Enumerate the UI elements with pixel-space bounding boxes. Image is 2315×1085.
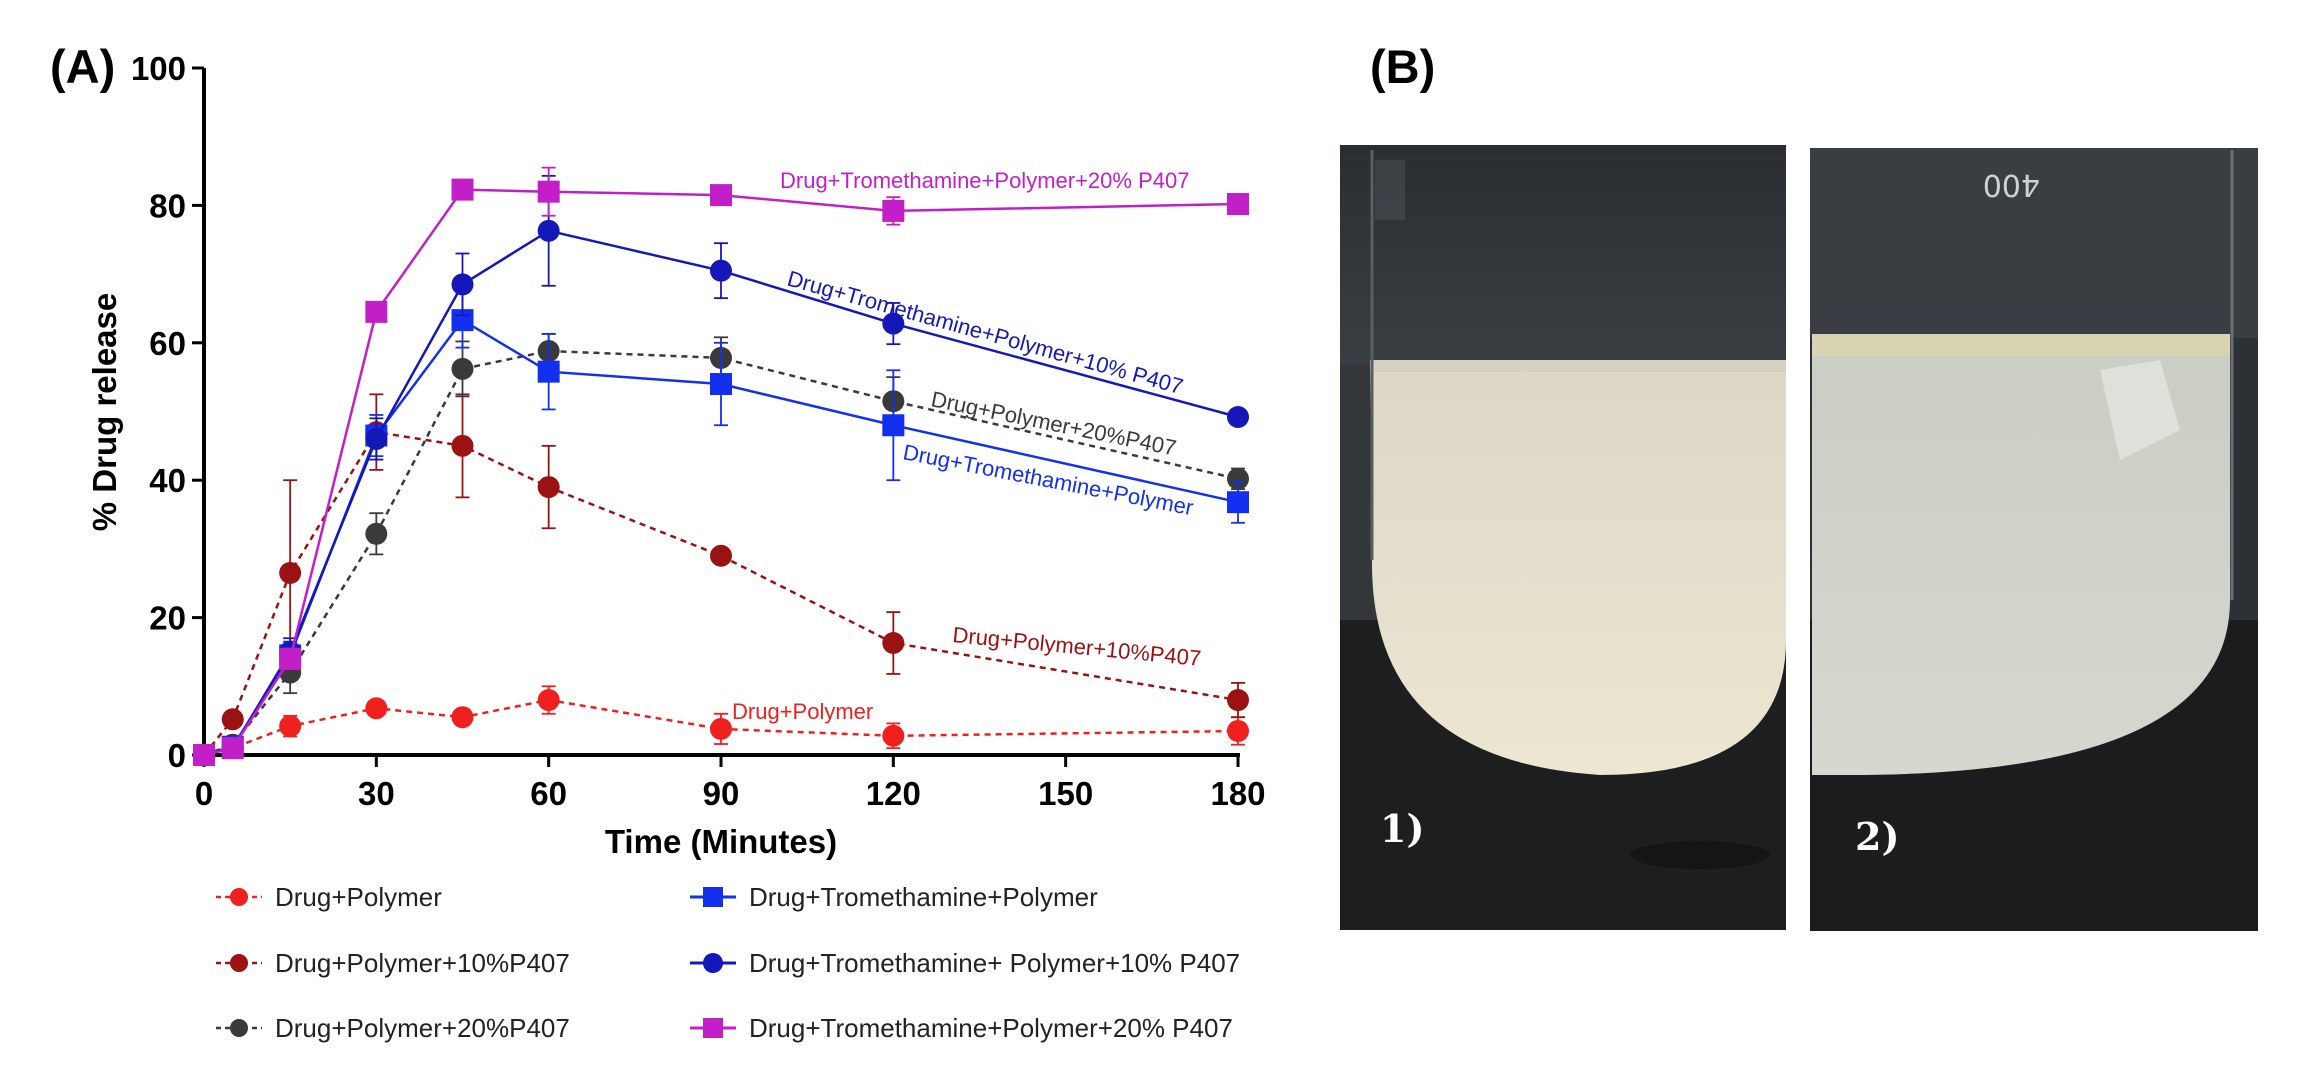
data-point (451, 706, 474, 729)
series-labels: Drug+Tromethamine+Polymer+20% P407 Drug+… (732, 168, 1202, 724)
legend-label: Drug+Polymer (275, 882, 442, 912)
data-point (193, 744, 215, 766)
data-point (710, 717, 732, 740)
data-point (882, 312, 905, 335)
legend-item-tromethamine-polymer: Drug+Tromethamine+Polymer (690, 882, 1098, 912)
legend-marker (230, 1019, 248, 1037)
x-tick-label: 180 (1210, 775, 1265, 812)
data-point (882, 414, 905, 437)
label-tromethamine-polymer-10-p407: Drug+Tromethamine+Polymer+10% P407 (785, 266, 1186, 400)
legend-item-drug-polymer-20-p407: Drug+Polymer+20%P407 (216, 1013, 570, 1043)
photo-1-label: 1) (1380, 806, 1424, 851)
data-point (882, 632, 905, 655)
legend-item-tromethamine-polymer-20-p407: Drug+Tromethamine+Polymer+20% P407 (690, 1013, 1233, 1043)
photo-2: 400 2) (1810, 148, 2258, 931)
panel-b-label: (B) (1370, 40, 1435, 93)
data-point (710, 544, 732, 567)
y-tick-label: 0 (168, 737, 186, 774)
y-tick-label: 60 (149, 325, 186, 362)
data-point (279, 715, 302, 738)
series-5 (193, 166, 1249, 766)
legend-marker (703, 953, 723, 973)
data-point (1227, 467, 1249, 490)
data-point (365, 300, 388, 323)
x-tick-label: 0 (195, 775, 213, 812)
data-point (451, 357, 474, 380)
legend-item-drug-polymer: Drug+Polymer (216, 882, 442, 912)
y-ticks: 0 20 40 60 80 100 (131, 50, 204, 774)
data-point (1227, 405, 1249, 428)
legend-marker (703, 1018, 723, 1038)
data-point (365, 522, 388, 545)
data-point (1227, 689, 1249, 712)
legend-item-tromethamine-polymer-10-p407: Drug+Tromethamine+ Polymer+10% P407 (690, 948, 1240, 978)
y-tick-label: 40 (149, 462, 186, 499)
photo-2-label: 2) (1855, 814, 1899, 859)
legend-marker (230, 954, 248, 972)
y-tick-label: 20 (149, 600, 186, 637)
x-tick-label: 120 (866, 775, 921, 812)
legend: Drug+Polymer Drug+Polymer+10%P407 Drug+P… (216, 882, 1240, 1043)
data-point (365, 697, 388, 720)
data-point (1227, 491, 1249, 514)
series-1 (193, 393, 1249, 766)
y-tick-label: 80 (149, 187, 186, 224)
data-point (451, 434, 474, 457)
legend-label: Drug+Tromethamine+Polymer+20% P407 (749, 1013, 1233, 1043)
data-point (882, 199, 905, 222)
data-point (710, 373, 732, 396)
data-point (710, 259, 732, 282)
legend-marker (230, 888, 248, 906)
data-point (221, 708, 244, 731)
legend-label: Drug+Tromethamine+ Polymer+10% P407 (749, 948, 1240, 978)
data-point (451, 178, 474, 201)
legend-label: Drug+Polymer+20%P407 (275, 1013, 570, 1043)
data-point (537, 689, 560, 712)
x-tick-label: 30 (358, 775, 395, 812)
x-tick-label: 90 (703, 775, 740, 812)
data-point (279, 561, 302, 584)
legend-item-drug-polymer-10-p407: Drug+Polymer+10%P407 (216, 948, 570, 978)
data-point (221, 737, 244, 760)
legend-label: Drug+Polymer+10%P407 (275, 948, 570, 978)
legend-marker (703, 887, 723, 907)
legend-label: Drug+Tromethamine+Polymer (749, 882, 1098, 912)
data-point (537, 180, 560, 203)
label-polymer: Drug+Polymer (732, 699, 873, 724)
beaker-marking: 400 (1983, 167, 2040, 202)
data-point (882, 724, 905, 747)
data-point (537, 219, 560, 242)
data-point (279, 647, 302, 670)
x-ticks: 0 30 60 90 120 150 180 (195, 755, 1266, 812)
data-point (710, 184, 732, 207)
label-polymer-10-p407: Drug+Polymer+10%P407 (952, 622, 1203, 671)
x-tick-label: 150 (1038, 775, 1093, 812)
panel-a-label: (A) (50, 40, 115, 93)
label-tromethamine-polymer-20-p407: Drug+Tromethamine+Polymer+20% P407 (780, 168, 1189, 193)
data-point (365, 427, 388, 450)
data-point (537, 476, 560, 499)
data-point (1227, 193, 1249, 216)
data-point (1227, 719, 1249, 742)
data-point (537, 360, 560, 383)
data-point (451, 273, 474, 296)
photo-1: 1) (1340, 145, 1786, 930)
x-axis-title: Time (Minutes) (605, 823, 837, 860)
y-tick-label: 100 (131, 50, 186, 87)
label-polymer-20-p407: Drug+Polymer+20%P407 (929, 386, 1178, 460)
y-axis-title: % Drug release (86, 293, 123, 531)
series-layer (193, 166, 1249, 766)
series-line (203, 349, 1239, 757)
x-tick-label: 60 (530, 775, 567, 812)
